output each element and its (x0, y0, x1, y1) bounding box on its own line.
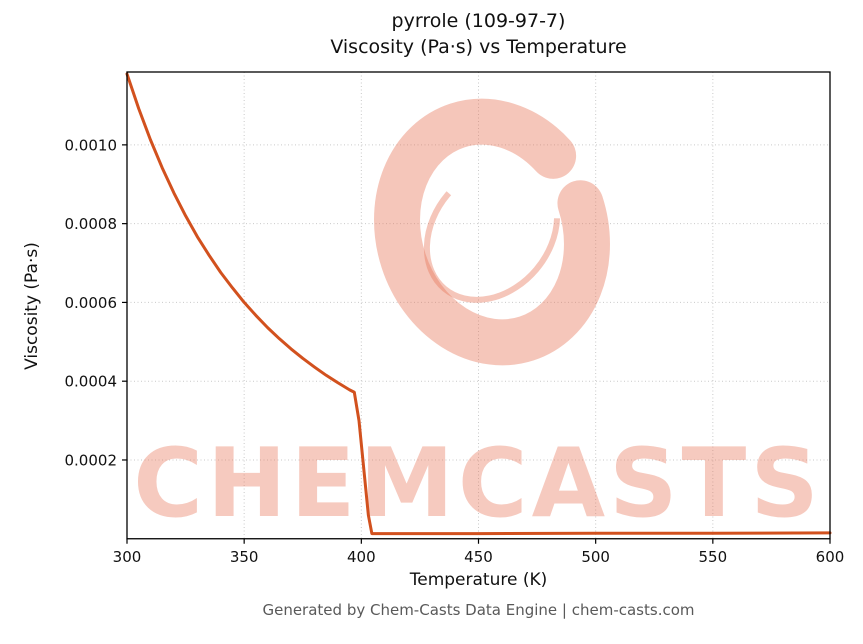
watermark-text: CHEMCASTS (133, 429, 823, 539)
watermark-logo-ring-icon (374, 98, 610, 366)
y-tick-label: 0.0008 (65, 215, 118, 233)
x-tick-label: 550 (699, 548, 728, 566)
x-tick-label: 300 (113, 548, 142, 566)
y-tick-label: 0.0010 (65, 136, 118, 154)
viscosity-data-line (125, 72, 832, 536)
x-axis-label: Temperature (K) (409, 570, 548, 590)
x-tick-label: 350 (230, 548, 259, 566)
x-tick-label: 400 (347, 548, 376, 566)
y-tick-label: 0.0006 (65, 294, 118, 312)
chart-title-line2: Viscosity (Pa·s) vs Temperature (330, 36, 627, 58)
y-axis-label: Viscosity (Pa·s) (22, 242, 42, 370)
x-tick-label: 450 (464, 548, 493, 566)
y-tick-label: 0.0002 (65, 451, 118, 469)
watermark-logo-inner-arc-icon (423, 161, 561, 303)
x-tick-label: 600 (816, 548, 845, 566)
x-tick-label: 500 (581, 548, 610, 566)
footer-text: Generated by Chem-Casts Data Engine | ch… (262, 601, 695, 619)
chart-title-line1: pyrrole (109-97-7) (391, 10, 566, 32)
y-tick-label: 0.0004 (65, 373, 118, 391)
